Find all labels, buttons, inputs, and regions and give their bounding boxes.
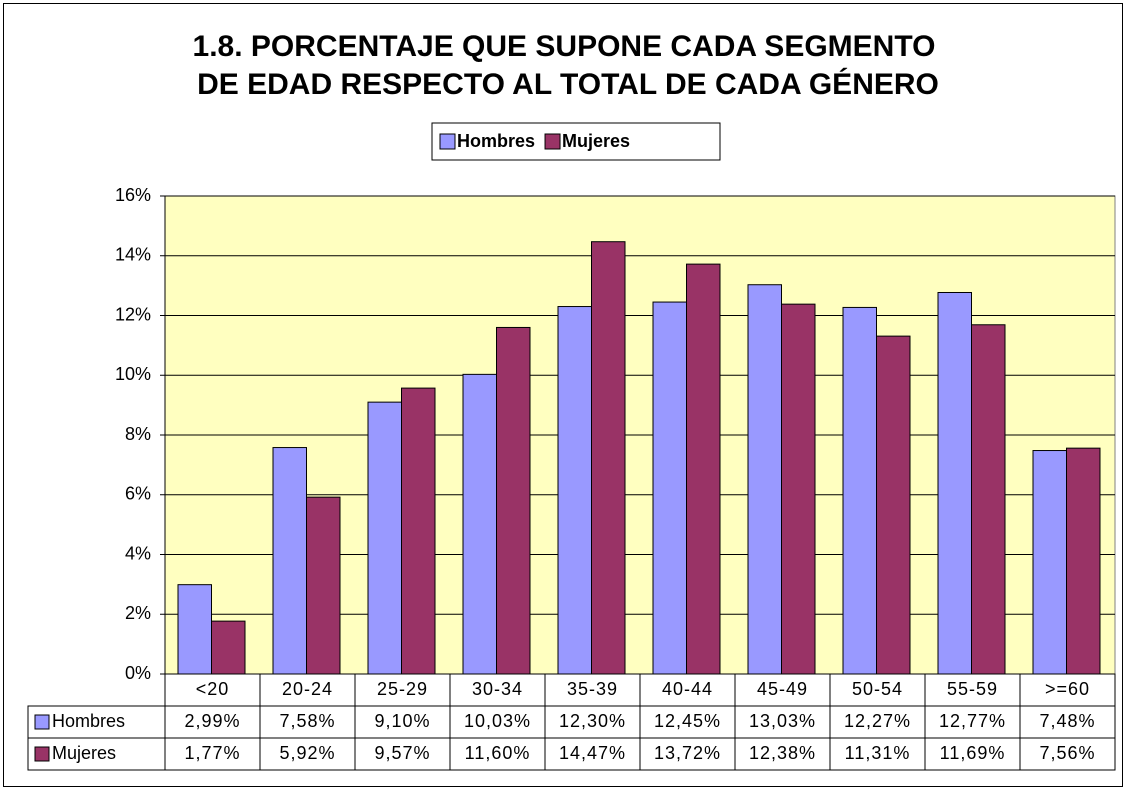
y-tick-label: 0% xyxy=(125,663,151,683)
bar xyxy=(591,241,626,675)
y-tick-label: 12% xyxy=(115,304,151,324)
data-label: 12,30% xyxy=(559,711,626,731)
table-legend-key xyxy=(34,714,50,730)
data-label: 13,03% xyxy=(749,711,816,731)
data-label: 12,27% xyxy=(844,711,911,731)
y-tick-label: 16% xyxy=(115,185,151,205)
bar xyxy=(1032,450,1067,675)
data-label: 7,58% xyxy=(279,711,335,731)
table-series-label: Hombres xyxy=(52,711,125,731)
y-tick-label: 10% xyxy=(115,364,151,384)
legend-key xyxy=(544,133,561,150)
legend-label: Mujeres xyxy=(562,131,630,151)
legend xyxy=(431,122,721,161)
y-tick-label: 14% xyxy=(115,245,151,265)
bar xyxy=(1066,447,1101,675)
bar xyxy=(401,387,436,675)
data-label: 10,03% xyxy=(464,711,531,731)
y-tick-label: 2% xyxy=(125,603,151,623)
bar xyxy=(462,373,497,675)
bar xyxy=(781,303,816,675)
data-label: 11,31% xyxy=(845,743,911,763)
data-label: 12,45% xyxy=(654,711,721,731)
x-tick-label: 40-44 xyxy=(662,679,713,699)
data-label: 7,56% xyxy=(1039,743,1095,763)
bar xyxy=(876,335,911,675)
data-label: 1,77% xyxy=(184,743,240,763)
data-label: 5,92% xyxy=(279,743,335,763)
chart-title: DE EDAD RESPECTO AL TOTAL DE CADA GÉNERO xyxy=(197,67,939,101)
y-tick-label: 8% xyxy=(125,424,151,444)
bar xyxy=(211,620,246,675)
data-label: 2,99% xyxy=(184,711,240,731)
bar xyxy=(177,584,212,675)
bar xyxy=(652,301,687,675)
bar xyxy=(306,496,341,675)
x-tick-label: 30-34 xyxy=(472,679,523,699)
y-tick-label: 6% xyxy=(125,484,151,504)
table-series-label: Mujeres xyxy=(52,743,116,763)
bar xyxy=(496,326,531,675)
table-legend-key xyxy=(34,746,50,762)
x-tick-label: 50-54 xyxy=(852,679,903,699)
x-tick-label: 45-49 xyxy=(757,679,808,699)
bar xyxy=(557,306,592,675)
data-label: 7,48% xyxy=(1039,711,1095,731)
x-tick-label: 35-39 xyxy=(567,679,618,699)
y-tick-label: 4% xyxy=(125,543,151,563)
bar xyxy=(367,401,402,675)
bar xyxy=(747,284,782,675)
data-label: 12,38% xyxy=(749,743,816,763)
data-label: 9,57% xyxy=(374,743,430,763)
data-label: 12,77% xyxy=(939,711,1006,731)
bar xyxy=(971,324,1006,675)
bar xyxy=(937,291,972,675)
data-label: 11,60% xyxy=(465,743,531,763)
x-tick-label: >=60 xyxy=(1045,679,1090,699)
x-tick-label: 55-59 xyxy=(947,679,998,699)
x-tick-label: <20 xyxy=(196,679,230,699)
bar xyxy=(272,447,307,675)
bar xyxy=(842,306,877,675)
chart-title: 1.8. PORCENTAJE QUE SUPONE CADA SEGMENTO xyxy=(193,30,936,63)
x-tick-label: 25-29 xyxy=(377,679,428,699)
legend-label: Hombres xyxy=(457,131,535,151)
x-tick-label: 20-24 xyxy=(282,679,333,699)
bar xyxy=(686,263,721,675)
data-label: 13,72% xyxy=(654,743,721,763)
data-label: 9,10% xyxy=(374,711,430,731)
data-label: 14,47% xyxy=(559,743,626,763)
legend-key xyxy=(439,133,456,150)
data-label: 11,69% xyxy=(940,743,1006,763)
